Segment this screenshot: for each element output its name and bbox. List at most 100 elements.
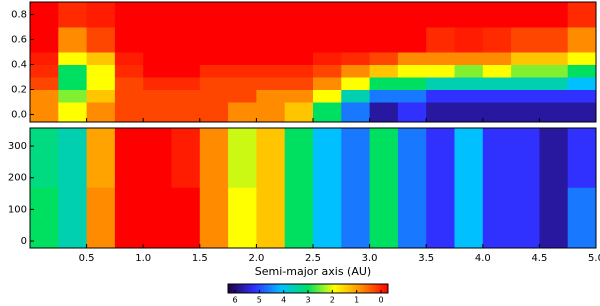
colorbar-segment xyxy=(366,284,369,293)
heatmap-cell xyxy=(30,102,59,123)
colorbar-segment xyxy=(250,284,253,293)
x-axis-label: Semi-major axis (AU) xyxy=(255,265,371,278)
heatmap-cell xyxy=(171,2,201,28)
heatmap-cell xyxy=(539,27,569,53)
heatmap-cell xyxy=(30,2,59,28)
heatmap-cell xyxy=(567,128,597,188)
heatmap-cell xyxy=(511,77,540,90)
heatmap-cell xyxy=(426,2,455,28)
heatmap-cell xyxy=(143,77,172,90)
heatmap-cell xyxy=(256,2,286,28)
colorbar-segment xyxy=(262,284,265,293)
colorbar-segment xyxy=(336,284,339,293)
colorbar-segment xyxy=(296,284,299,293)
colorbar-segment xyxy=(372,284,375,293)
colorbar-segment xyxy=(290,284,293,293)
colorbar-segment xyxy=(254,284,257,293)
heatmap-cell xyxy=(30,77,59,90)
colorbar-segment xyxy=(342,284,345,293)
colorbar-segment xyxy=(326,284,329,293)
heatmap-cell xyxy=(539,187,569,249)
heatmap-cell xyxy=(171,89,201,103)
heatmap-cell xyxy=(171,64,201,78)
heatmap-cell xyxy=(228,89,257,103)
colorbar-segment xyxy=(354,284,357,293)
colorbar-tick-label: 1 xyxy=(354,296,359,305)
colorbar-segment xyxy=(322,284,325,293)
colorbar-tick-label: 5 xyxy=(257,296,262,305)
colorbar-segment xyxy=(230,284,233,293)
colorbar-segment xyxy=(268,284,271,293)
heatmap-cell xyxy=(511,52,540,65)
heatmap-cell xyxy=(454,128,484,188)
colorbar-segment xyxy=(232,284,235,293)
colorbar-segment xyxy=(280,284,283,293)
heatmap-cell xyxy=(313,102,342,123)
colorbar-segment xyxy=(260,284,263,293)
heatmap-cell xyxy=(256,128,286,188)
colorbar-segment xyxy=(238,284,241,293)
heatmap-cell xyxy=(369,52,399,65)
colorbar-segment xyxy=(320,284,323,293)
colorbar-segment xyxy=(350,284,353,293)
heatmap-cell xyxy=(256,27,286,53)
y-tick-label: 0 xyxy=(21,236,27,247)
heatmap-cell xyxy=(482,52,512,65)
heatmap-cell xyxy=(199,52,229,65)
colorbar-segment xyxy=(368,284,371,293)
x-tick-label: 4.5 xyxy=(531,253,547,264)
colorbar-segment xyxy=(306,284,309,293)
heatmap-cell xyxy=(341,102,371,123)
colorbar-segment xyxy=(270,284,273,293)
heatmap-cell xyxy=(567,52,597,65)
heatmap-cell xyxy=(171,27,201,53)
heatmap-cell xyxy=(539,89,569,103)
colorbar-segment xyxy=(370,284,373,293)
x-tick-label: 3.5 xyxy=(418,253,434,264)
heatmap-cell xyxy=(86,52,116,65)
y-tick-label: 0.8 xyxy=(11,10,27,21)
heatmap-cell xyxy=(199,64,229,78)
heatmap-cell xyxy=(539,2,569,28)
heatmap-cell xyxy=(86,27,116,53)
heatmap-cell xyxy=(482,187,512,249)
heatmap-cell xyxy=(143,2,172,28)
colorbar-segment xyxy=(278,284,281,293)
heatmap-cell xyxy=(199,77,229,90)
heatmap-cell xyxy=(482,89,512,103)
heatmap-cell xyxy=(284,2,314,28)
colorbar-segment xyxy=(240,284,243,293)
heatmap-cell xyxy=(341,89,371,103)
heatmap-cell xyxy=(539,128,569,188)
heatmap-cell xyxy=(313,64,342,78)
colorbar-segment xyxy=(264,284,267,293)
heatmap-cell xyxy=(114,187,144,249)
heatmap-cell xyxy=(114,128,144,188)
heatmap-cell xyxy=(228,77,257,90)
heatmap-cell xyxy=(143,27,172,53)
heatmap-cell xyxy=(341,77,371,90)
colorbar-segment xyxy=(276,284,279,293)
heatmap-cell xyxy=(567,102,597,123)
heatmap-cell xyxy=(313,27,342,53)
heatmap-cell xyxy=(256,187,286,249)
colorbar-segment xyxy=(352,284,355,293)
colorbar-segment xyxy=(286,284,289,293)
colorbar-segment xyxy=(284,284,287,293)
colorbar-segment xyxy=(302,284,305,293)
heatmap-cell xyxy=(454,2,484,28)
heatmap-cell xyxy=(86,187,116,249)
heatmap-cell xyxy=(511,187,540,249)
heatmap-cell xyxy=(114,27,144,53)
heatmap-cell xyxy=(256,89,286,103)
heatmap-cell xyxy=(454,89,484,103)
colorbar-segment xyxy=(304,284,307,293)
colorbar-segment xyxy=(246,284,249,293)
heatmap-cell xyxy=(482,27,512,53)
colorbar-segment xyxy=(274,284,277,293)
heatmap-cell xyxy=(567,187,597,249)
heatmap-cell xyxy=(58,52,88,65)
heatmap-cell xyxy=(199,89,229,103)
heatmap-cell xyxy=(228,128,257,188)
colorbar-segment xyxy=(256,284,259,293)
